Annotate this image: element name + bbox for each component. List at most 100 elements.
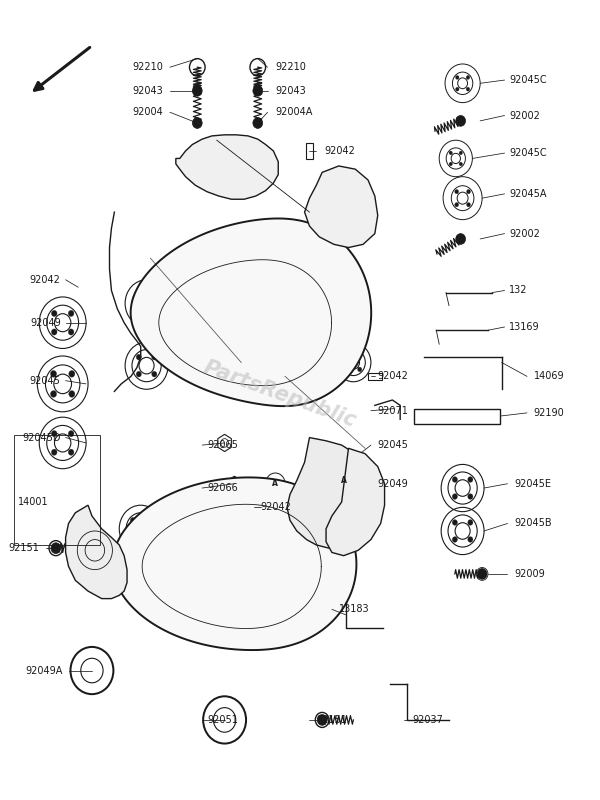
Text: 92045D: 92045D xyxy=(22,433,61,442)
Circle shape xyxy=(236,371,241,376)
Circle shape xyxy=(316,318,320,323)
Text: 92151: 92151 xyxy=(8,543,39,553)
Circle shape xyxy=(69,370,75,377)
Circle shape xyxy=(455,87,459,91)
Circle shape xyxy=(452,477,457,482)
Circle shape xyxy=(281,495,285,500)
Text: 92071: 92071 xyxy=(378,406,409,416)
Circle shape xyxy=(222,355,227,361)
Polygon shape xyxy=(326,448,385,556)
Circle shape xyxy=(146,518,151,523)
Circle shape xyxy=(68,329,74,335)
Text: 132: 132 xyxy=(509,286,528,295)
Text: 13169: 13169 xyxy=(509,322,540,332)
Circle shape xyxy=(452,537,457,542)
Text: 92045C: 92045C xyxy=(509,75,547,85)
Text: 92045C: 92045C xyxy=(509,148,547,158)
Circle shape xyxy=(295,510,299,515)
Text: A: A xyxy=(341,476,347,485)
Circle shape xyxy=(345,367,349,372)
Circle shape xyxy=(455,75,459,79)
Text: 92045: 92045 xyxy=(378,440,409,450)
Circle shape xyxy=(468,494,473,499)
Circle shape xyxy=(467,202,470,207)
Circle shape xyxy=(468,537,473,542)
Text: 14001: 14001 xyxy=(19,497,49,507)
Circle shape xyxy=(193,86,202,96)
Circle shape xyxy=(468,520,473,526)
Text: 92049: 92049 xyxy=(30,318,61,328)
Circle shape xyxy=(456,234,466,244)
Circle shape xyxy=(222,309,227,314)
Text: 13183: 13183 xyxy=(339,604,370,614)
Circle shape xyxy=(316,305,320,310)
Polygon shape xyxy=(287,438,378,548)
Circle shape xyxy=(253,86,263,96)
Circle shape xyxy=(328,318,332,323)
Text: 92042: 92042 xyxy=(30,274,61,285)
Text: 92210: 92210 xyxy=(275,62,306,72)
Text: 92004: 92004 xyxy=(133,107,163,118)
Text: 92065: 92065 xyxy=(207,440,238,450)
Polygon shape xyxy=(65,506,127,598)
Circle shape xyxy=(130,534,136,540)
Text: 92043: 92043 xyxy=(133,86,163,96)
Circle shape xyxy=(452,520,457,526)
Circle shape xyxy=(52,329,57,335)
Circle shape xyxy=(467,190,470,194)
Circle shape xyxy=(317,714,327,726)
Text: 92002: 92002 xyxy=(509,229,541,238)
Text: 92043: 92043 xyxy=(275,86,306,96)
Text: PartsRepublic: PartsRepublic xyxy=(201,358,359,432)
Circle shape xyxy=(193,118,202,128)
Circle shape xyxy=(468,477,473,482)
Circle shape xyxy=(152,371,157,377)
Circle shape xyxy=(459,162,463,166)
Circle shape xyxy=(466,75,470,79)
Circle shape xyxy=(136,371,142,377)
Polygon shape xyxy=(131,218,371,406)
Text: 92051: 92051 xyxy=(207,715,238,725)
Circle shape xyxy=(477,569,487,579)
Circle shape xyxy=(136,292,142,298)
Circle shape xyxy=(222,371,227,376)
Circle shape xyxy=(295,495,299,500)
Circle shape xyxy=(455,202,458,207)
Circle shape xyxy=(136,354,142,360)
Text: 92066: 92066 xyxy=(207,483,238,493)
Text: 92042: 92042 xyxy=(378,371,409,382)
Text: 92045A: 92045A xyxy=(509,189,547,199)
Circle shape xyxy=(459,151,463,154)
Circle shape xyxy=(146,534,151,540)
Text: 92037: 92037 xyxy=(412,715,443,725)
Polygon shape xyxy=(176,135,278,199)
Circle shape xyxy=(456,115,466,126)
Circle shape xyxy=(236,355,241,361)
Circle shape xyxy=(68,310,74,317)
Text: 92049: 92049 xyxy=(378,478,409,489)
Text: 14069: 14069 xyxy=(534,371,565,382)
Circle shape xyxy=(455,190,458,194)
Text: 92049A: 92049A xyxy=(25,666,62,675)
Circle shape xyxy=(152,309,157,314)
Circle shape xyxy=(353,524,359,530)
Circle shape xyxy=(328,305,332,310)
Circle shape xyxy=(215,510,220,515)
Circle shape xyxy=(345,353,349,358)
Circle shape xyxy=(50,370,56,377)
FancyBboxPatch shape xyxy=(414,409,500,424)
Circle shape xyxy=(229,510,234,515)
Circle shape xyxy=(222,293,227,298)
Text: 92210: 92210 xyxy=(132,62,163,72)
Circle shape xyxy=(353,506,359,513)
Circle shape xyxy=(452,494,457,499)
Circle shape xyxy=(338,524,343,530)
Circle shape xyxy=(466,87,470,91)
Circle shape xyxy=(338,506,343,513)
Text: 92004A: 92004A xyxy=(275,107,313,118)
Circle shape xyxy=(69,390,75,398)
Text: 92190: 92190 xyxy=(534,408,565,418)
Circle shape xyxy=(358,367,362,372)
Circle shape xyxy=(68,449,74,455)
Circle shape xyxy=(236,309,241,314)
